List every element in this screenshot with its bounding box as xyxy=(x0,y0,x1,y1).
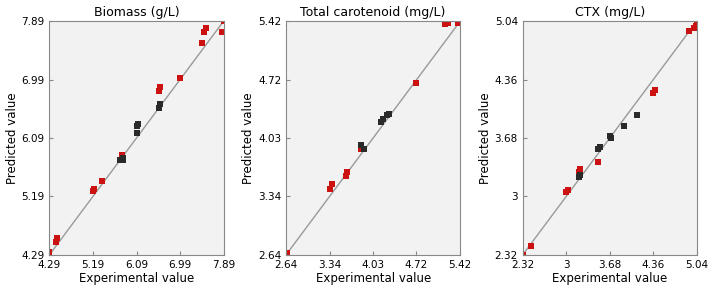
Y-axis label: Predicted value: Predicted value xyxy=(479,92,492,184)
X-axis label: Experimental value: Experimental value xyxy=(552,272,668,285)
Y-axis label: Predicted value: Predicted value xyxy=(242,92,255,184)
Title: Total carotenoid (mg/L): Total carotenoid (mg/L) xyxy=(301,6,446,19)
Title: CTX (mg/L): CTX (mg/L) xyxy=(575,6,645,19)
X-axis label: Experimental value: Experimental value xyxy=(79,272,194,285)
Title: Biomass (g/L): Biomass (g/L) xyxy=(94,6,179,19)
X-axis label: Experimental value: Experimental value xyxy=(316,272,431,285)
Y-axis label: Predicted value: Predicted value xyxy=(6,92,19,184)
